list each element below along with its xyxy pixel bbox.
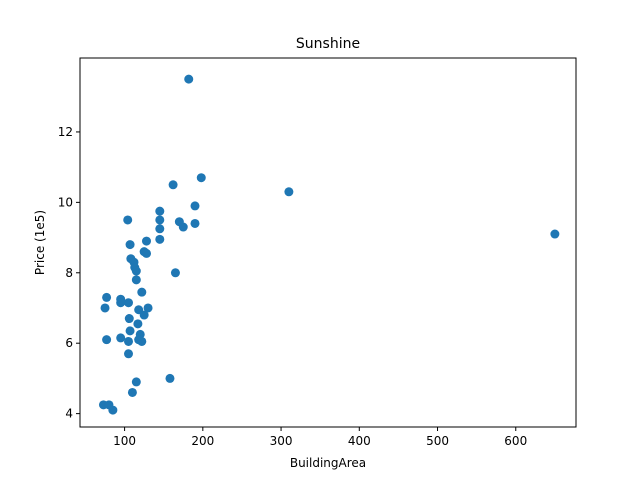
data-point (178, 222, 188, 232)
data-point (131, 275, 141, 285)
data-point (125, 326, 135, 336)
data-point (190, 201, 200, 211)
data-point (155, 206, 165, 216)
x-tick-label: 400 (348, 434, 371, 448)
data-point (284, 187, 294, 197)
x-tick-label: 200 (191, 434, 214, 448)
y-tick-label: 6 (65, 336, 73, 350)
data-point (102, 292, 112, 302)
plot-area-frame (79, 57, 577, 428)
data-point (116, 298, 126, 308)
data-point (124, 336, 134, 346)
data-point (108, 405, 118, 415)
axis-ticks: 100 200 300 400 500 600 4 6 8 10 12 (58, 125, 527, 448)
data-point (131, 377, 141, 387)
data-point (141, 248, 151, 258)
data-point (100, 303, 110, 313)
data-point (133, 319, 143, 329)
data-point (131, 266, 141, 276)
data-point (116, 333, 126, 343)
data-point (124, 314, 134, 324)
data-point (184, 74, 194, 84)
x-tick-label: 600 (504, 434, 527, 448)
data-points (98, 74, 560, 415)
data-point (127, 387, 137, 397)
data-point (123, 215, 133, 225)
data-point (190, 218, 200, 228)
y-axis-label: Price (1e5) (33, 210, 47, 275)
data-point (125, 240, 135, 250)
data-point (139, 310, 149, 320)
y-tick-label: 4 (65, 407, 73, 421)
x-tick-label: 100 (113, 434, 136, 448)
chart-title: Sunshine (296, 36, 360, 52)
x-axis-label: BuildingArea (290, 456, 366, 470)
x-tick-label: 500 (426, 434, 449, 448)
data-point (137, 287, 147, 297)
data-point (124, 298, 134, 308)
data-point (165, 373, 175, 383)
data-point (102, 335, 112, 345)
data-point (143, 303, 153, 313)
y-tick-label: 10 (58, 195, 73, 209)
data-point (550, 229, 560, 239)
data-point (170, 268, 180, 278)
data-point (137, 336, 147, 346)
data-point (155, 224, 165, 234)
data-point (141, 236, 151, 246)
x-tick-label: 300 (270, 434, 293, 448)
data-point (155, 234, 165, 244)
y-tick-label: 8 (65, 266, 73, 280)
y-tick-label: 12 (58, 125, 73, 139)
data-point (155, 215, 165, 225)
data-point (124, 349, 134, 359)
data-point (196, 173, 206, 183)
data-point (168, 180, 178, 190)
